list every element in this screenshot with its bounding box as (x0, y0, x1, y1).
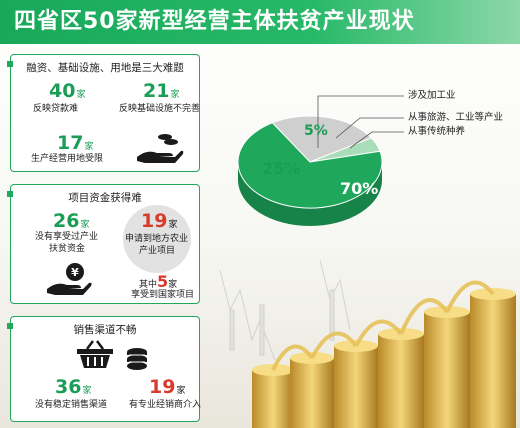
panel-marker (7, 191, 13, 197)
industry-pie-chart (237, 115, 383, 226)
panel3-heading: 销售渠道不畅 (73, 324, 137, 336)
stat-no-funding-line2: 扶贫资金 (49, 244, 86, 254)
stat-unit: 家 (168, 220, 178, 230)
stat-dealer-count: 19家 (149, 377, 185, 401)
panel1-heading: 融资、基础设施、用地是三大难题 (26, 62, 184, 74)
stat-land-label: 生产经营用地受限 (31, 154, 104, 164)
stat-infrastructure-count: 21家 (143, 81, 179, 105)
slice-label-tourism: 5% (304, 123, 328, 139)
legend-tourism-industry: 从事旅游、工业等产业 (408, 112, 504, 123)
stat-infrastructure-label: 反映基础设施不完善 (119, 104, 201, 114)
stat-unit: 家 (82, 386, 92, 396)
panel-marker (7, 323, 13, 329)
stat-value: 26 (53, 210, 80, 232)
panel-financing-difficulties: 融资、基础设施、用地是三大难题 40家 反映贷款难 21家 反映基础设施不完善 … (7, 54, 201, 172)
panel-project-funding: 项目资金获得难 26家 没有享受过产业 扶贫资金 ¥ 19家 申请到地方农业 产… (7, 184, 200, 304)
stat-value: 17 (57, 132, 84, 154)
stat-loan-label: 反映贷款难 (33, 104, 79, 114)
stat-value: 19 (149, 376, 176, 398)
stat-local-project-line2: 产业项目 (139, 246, 176, 256)
local-project-circle (123, 205, 191, 273)
stat-no-funding-line1: 没有享受过产业 (35, 232, 99, 242)
stat-value: 36 (55, 376, 82, 398)
pie-slice (237, 122, 383, 209)
stat-unit: 家 (76, 90, 86, 100)
stat-value: 19 (141, 210, 168, 232)
stat-local-project-count: 19家 (141, 211, 177, 235)
coins-illustration (219, 259, 516, 428)
page-title: 四省区50家新型经营主体扶贫产业现状 (14, 9, 415, 34)
panel-sales-channels: 销售渠道不畅 36家 没有稳定销售渠道 19家 有专业经销商介入 (7, 316, 202, 422)
stat-value: 40 (49, 80, 76, 102)
hand-coins-icon (137, 134, 184, 163)
stat-no-channel-label: 没有稳定销售渠道 (35, 400, 108, 410)
coin-stack-icon (127, 348, 147, 370)
slice-label-processing: 25% (262, 159, 301, 178)
stat-unit: 家 (84, 142, 94, 152)
stat-value: 21 (143, 80, 170, 102)
panel-marker (7, 61, 13, 67)
stat-no-funding-count: 26家 (53, 211, 89, 235)
stat-unit: 家 (176, 386, 186, 396)
stat-no-channel-count: 36家 (55, 377, 91, 401)
pie-side-wall (238, 162, 382, 226)
panel2-heading: 项目资金获得难 (68, 192, 142, 204)
title-bar: 四省区50家新型经营主体扶贫产业现状 (0, 0, 520, 44)
stat-national-label: 享受到国家项目 (131, 290, 195, 300)
pie-slice (271, 115, 373, 163)
legend-traditional-farming: 从事传统种养 (408, 126, 466, 137)
stat-unit: 家 (80, 220, 90, 230)
stat-national-prefix: 其中 (139, 280, 158, 290)
stat-national-unit: 家 (168, 280, 178, 290)
stat-local-project-line1: 申请到地方农业 (125, 234, 189, 244)
stat-dealer-label: 有专业经销商介入 (129, 400, 202, 410)
legend-processing: 涉及加工业 (408, 90, 456, 101)
slice-label-traditional: 70% (340, 179, 379, 198)
hand-yuan-icon: ¥ (47, 263, 92, 295)
stat-land-count: 17家 (57, 133, 93, 157)
svg-text:¥: ¥ (71, 266, 79, 279)
stat-national-value: 5 (157, 272, 169, 291)
stat-national-project: 其中5家 (139, 273, 177, 294)
coin-stacks (252, 288, 516, 428)
shopping-basket-icon (77, 340, 113, 368)
stat-loan-count: 40家 (49, 81, 85, 105)
stat-unit: 家 (170, 90, 180, 100)
